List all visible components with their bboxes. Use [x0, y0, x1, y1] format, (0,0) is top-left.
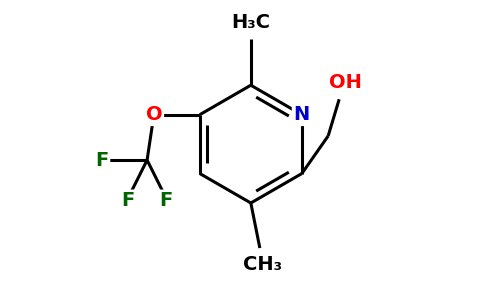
Text: CH₃: CH₃ — [243, 255, 282, 274]
Text: OH: OH — [329, 73, 362, 92]
Text: F: F — [95, 151, 108, 169]
Text: N: N — [294, 105, 310, 124]
Text: O: O — [146, 105, 162, 124]
Text: H₃C: H₃C — [231, 13, 271, 32]
Text: F: F — [121, 191, 135, 211]
Text: F: F — [159, 191, 173, 211]
